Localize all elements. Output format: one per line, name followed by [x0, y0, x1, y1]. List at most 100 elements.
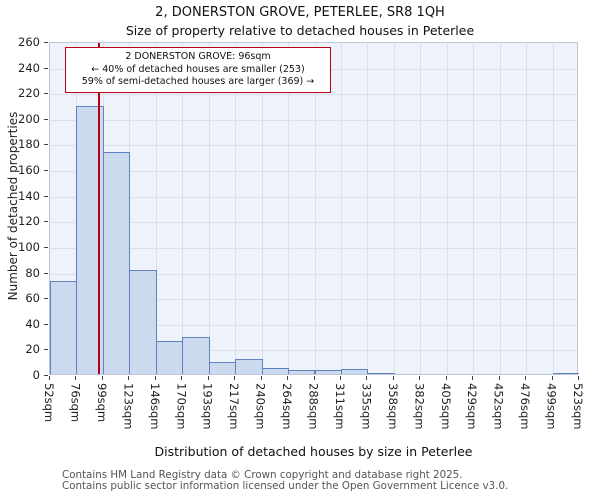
gridline-vertical — [473, 43, 475, 374]
gridline-horizontal — [50, 350, 577, 352]
x-tick-mark — [75, 376, 77, 380]
gridline-vertical — [208, 43, 210, 374]
y-tick-mark — [44, 144, 48, 146]
x-tick-mark — [313, 376, 315, 380]
chart-subtitle: Size of property relative to detached ho… — [125, 23, 475, 38]
gridline-vertical — [526, 43, 528, 374]
x-tick-mark — [419, 376, 421, 380]
gridline-vertical — [340, 43, 342, 374]
y-tick-label: 180 — [18, 137, 40, 152]
gridline-horizontal — [50, 171, 577, 173]
gridline-vertical — [446, 43, 448, 374]
x-tick-mark — [525, 376, 527, 380]
x-tick-label: 311sqm — [332, 383, 347, 430]
x-tick-mark — [207, 376, 209, 380]
y-tick-label: 80 — [25, 265, 40, 280]
y-tick-label: 200 — [18, 111, 40, 126]
y-tick-mark — [44, 375, 48, 376]
histogram-bar — [552, 372, 579, 374]
x-tick-label: 405sqm — [438, 383, 453, 430]
x-tick-mark — [551, 376, 553, 380]
gridline-horizontal — [50, 94, 577, 96]
annotation-line-1: 2 DONERSTON GROVE: 96sqm — [125, 51, 271, 62]
x-tick-label: 429sqm — [465, 383, 480, 430]
y-tick-mark — [44, 195, 48, 197]
x-tick-label: 476sqm — [518, 383, 533, 430]
x-tick-label: 264sqm — [280, 383, 295, 430]
x-tick-mark — [578, 376, 579, 380]
x-tick-label: 288sqm — [306, 383, 321, 430]
gridline-horizontal — [50, 273, 577, 275]
y-tick-label: 0 — [32, 368, 40, 382]
histogram-bar — [208, 362, 237, 374]
y-tick-label: 100 — [18, 239, 40, 254]
x-tick-label: 382sqm — [412, 383, 427, 430]
y-tick-label: 40 — [25, 316, 40, 331]
footer-attribution-1: Contains HM Land Registry data © Crown c… — [62, 469, 463, 481]
y-tick-mark — [44, 246, 48, 248]
gridline-vertical — [314, 43, 316, 374]
gridline-vertical — [155, 43, 157, 374]
histogram-bar — [182, 336, 210, 374]
chart-title: 2, DONERSTON GROVE, PETERLEE, SR8 1QH — [155, 5, 445, 20]
y-tick-label: 140 — [18, 188, 40, 203]
x-tick-label: 193sqm — [200, 383, 215, 430]
y-tick-mark — [44, 298, 48, 300]
x-tick-label: 240sqm — [253, 383, 268, 430]
x-tick-label: 499sqm — [544, 383, 559, 430]
x-tick-label: 335sqm — [359, 383, 374, 430]
y-tick-label: 60 — [25, 291, 40, 306]
x-tick-mark — [472, 376, 474, 380]
gridline-vertical — [499, 43, 501, 374]
y-tick-label: 240 — [18, 60, 40, 75]
y-tick-mark — [44, 93, 48, 95]
y-axis-ticks: 0 20 40 60 80 100 120 140 160 180 200 220 240 260 — [0, 35, 49, 382]
x-tick-label: 358sqm — [385, 383, 400, 430]
x-tick-mark — [154, 376, 156, 380]
annotation-line-3: 59% of semi-detached houses are larger (… — [81, 76, 315, 88]
x-tick-label: 146sqm — [147, 383, 162, 430]
gridline-horizontal — [50, 119, 577, 121]
histogram-bar — [340, 368, 369, 374]
annotation-box: 2 DONERSTON GROVE: 96sqm ← 40% of detach… — [65, 47, 331, 93]
x-tick-label: 123sqm — [121, 383, 136, 430]
x-tick-mark — [260, 376, 262, 380]
gridline-vertical — [367, 43, 369, 374]
x-tick-label: 52sqm — [42, 383, 56, 423]
property-size-marker-line — [98, 43, 101, 374]
gridline-horizontal — [50, 324, 577, 326]
gridline-horizontal — [50, 196, 577, 198]
histogram-bar — [235, 358, 263, 374]
gridline-horizontal — [50, 222, 577, 224]
x-tick-mark — [498, 376, 500, 380]
gridline-vertical — [420, 43, 422, 374]
x-tick-mark — [445, 376, 447, 380]
x-tick-mark — [234, 376, 236, 380]
y-tick-label: 20 — [25, 342, 40, 357]
x-axis-ticks: 52sqm 76sqm 99sqm 123sqm 146sqm 170sqm 193sqm 2… — [42, 376, 585, 442]
histogram-bar — [50, 280, 78, 374]
x-tick-mark — [128, 376, 130, 380]
x-tick-mark — [101, 376, 103, 380]
y-tick-mark — [44, 170, 48, 172]
y-tick-mark — [44, 221, 48, 223]
x-tick-mark — [339, 376, 341, 380]
plot-area: 2 DONERSTON GROVE: 96sqm ← 40% of detach… — [49, 42, 579, 375]
gridline-vertical — [288, 43, 290, 374]
x-tick-mark — [287, 376, 289, 380]
gridline-vertical — [552, 43, 554, 374]
x-tick-label: 452sqm — [491, 383, 506, 430]
x-tick-mark — [366, 376, 368, 380]
x-tick-mark — [49, 376, 50, 380]
y-tick-label: 260 — [18, 35, 40, 49]
y-tick-mark — [44, 349, 48, 351]
gridline-vertical — [182, 43, 184, 374]
histogram-bar — [102, 152, 131, 374]
y-tick-mark — [44, 118, 48, 120]
y-tick-mark — [44, 323, 48, 325]
y-tick-mark — [44, 67, 48, 69]
x-tick-label: 170sqm — [174, 383, 189, 430]
y-tick-label: 160 — [18, 163, 40, 178]
y-tick-mark — [44, 42, 48, 43]
x-axis-label: Distribution of detached houses by size … — [154, 444, 473, 459]
